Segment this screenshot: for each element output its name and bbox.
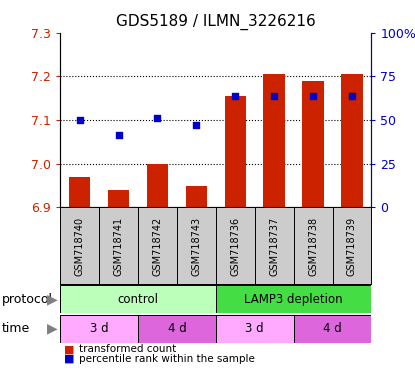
Bar (225, 96, 246, 207)
Text: GSM718741: GSM718741 (114, 217, 124, 276)
Bar (147, 164, 168, 207)
Bar (216, 315, 294, 343)
Text: GSM718740: GSM718740 (75, 217, 85, 276)
Bar (216, 285, 371, 313)
Bar (341, 74, 363, 207)
Point (271, 93, 278, 99)
Bar (69, 177, 90, 207)
Text: ▶: ▶ (46, 292, 57, 306)
Text: ▶: ▶ (46, 322, 57, 336)
Text: GSM718739: GSM718739 (347, 217, 357, 276)
Text: GSM718743: GSM718743 (191, 217, 201, 276)
Point (76, 117, 83, 123)
Bar (264, 74, 285, 207)
Text: GSM718738: GSM718738 (308, 217, 318, 276)
Bar (186, 185, 207, 207)
Text: GSM718737: GSM718737 (269, 217, 279, 276)
Bar (294, 315, 371, 343)
Text: protocol: protocol (2, 293, 53, 306)
Text: 4 d: 4 d (323, 322, 342, 335)
Point (349, 93, 355, 99)
Text: transformed count: transformed count (79, 344, 176, 354)
Point (154, 115, 161, 121)
Text: ■: ■ (64, 354, 75, 364)
Text: percentile rank within the sample: percentile rank within the sample (79, 354, 255, 364)
Point (232, 93, 239, 99)
Text: control: control (117, 293, 159, 306)
Point (115, 132, 122, 138)
Text: GSM718736: GSM718736 (230, 217, 240, 276)
Text: 3 d: 3 d (245, 322, 264, 335)
Bar (60, 315, 138, 343)
Text: 4 d: 4 d (168, 322, 186, 335)
Text: 3 d: 3 d (90, 322, 108, 335)
Bar (138, 315, 216, 343)
Text: time: time (2, 322, 30, 335)
Text: LAMP3 depletion: LAMP3 depletion (244, 293, 343, 306)
Bar (303, 81, 324, 207)
Point (310, 93, 316, 99)
Text: GSM718742: GSM718742 (152, 217, 162, 276)
Bar (108, 190, 129, 207)
Point (193, 122, 200, 128)
Text: ■: ■ (64, 344, 75, 354)
Title: GDS5189 / ILMN_3226216: GDS5189 / ILMN_3226216 (116, 14, 316, 30)
Bar (60, 285, 216, 313)
